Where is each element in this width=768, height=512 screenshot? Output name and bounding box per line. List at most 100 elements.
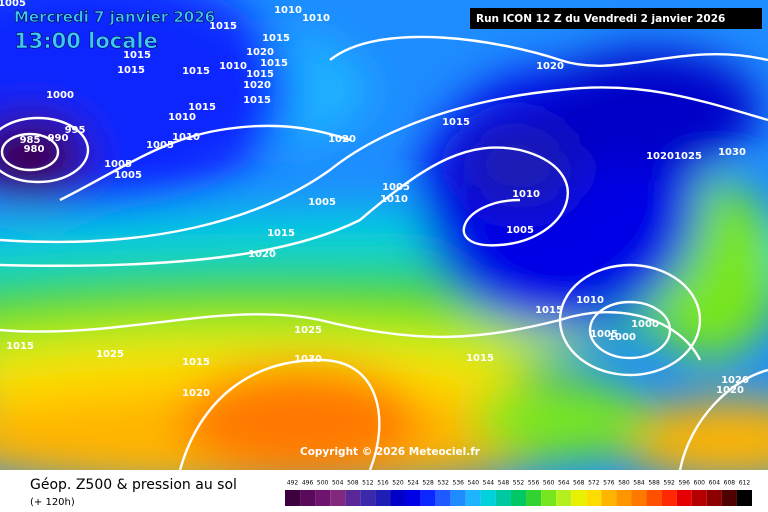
isobars	[0, 35, 768, 470]
scale-label: 604	[709, 480, 721, 487]
isobar	[0, 310, 702, 361]
isobar	[59, 124, 351, 202]
isobar	[588, 300, 672, 360]
isobar-label: 1005	[308, 197, 336, 208]
scale-label: 552	[513, 480, 525, 487]
isobar-label: 1000	[608, 332, 636, 343]
scale-swatch	[556, 490, 572, 506]
scale-swatch	[736, 490, 752, 506]
isobar-label: 1015	[182, 66, 210, 77]
isobar-label: 1005	[0, 0, 26, 9]
isobar-label: 1020	[716, 385, 744, 396]
isobar-label: 1015	[123, 50, 151, 61]
isobar-label: 1015	[262, 33, 290, 44]
isobar	[329, 35, 768, 67]
scale-label: 528	[422, 480, 434, 487]
scale-label: 580	[618, 480, 630, 487]
scale-label: 592	[663, 480, 675, 487]
isobar	[678, 368, 768, 470]
scale-label: 516	[377, 480, 389, 487]
isobar-label: 1005	[382, 182, 410, 193]
scale-swatch	[646, 490, 662, 506]
scale-label: 532	[437, 480, 449, 487]
scale-swatch	[571, 490, 587, 506]
scale-swatch	[480, 490, 496, 506]
scale-label: 584	[633, 480, 645, 487]
isobar-label: 985	[20, 135, 41, 146]
isobar-label: 980	[24, 144, 45, 155]
isobar-label: 1020	[243, 80, 271, 91]
scale-label: 588	[648, 480, 660, 487]
scale-swatch	[706, 490, 722, 506]
isobar-label: 1010	[576, 295, 604, 306]
isobar-label: 1025	[96, 349, 124, 360]
scale-label: 612	[739, 480, 751, 487]
isobar-label: 1025	[294, 325, 322, 336]
legend-subtitle: (+ 120h)	[30, 497, 75, 508]
isobar-label: 1005	[590, 329, 618, 340]
isobar-label: 1015	[246, 69, 274, 80]
isobar-label: 995	[65, 125, 86, 136]
isobar	[0, 116, 90, 184]
isobar-label: 1015	[6, 341, 34, 352]
isobar-label: 1010	[274, 5, 302, 16]
isobar	[0, 86, 768, 244]
isobar-label: 1010	[380, 194, 408, 205]
isobar-label: 990	[48, 133, 69, 144]
scale-swatch	[541, 490, 557, 506]
scale-label: 504	[332, 480, 344, 487]
scale-label: 576	[603, 480, 615, 487]
isobar-label: 1020	[328, 134, 356, 145]
run-box	[470, 8, 762, 29]
isobar-label: 1025	[674, 151, 702, 162]
isobar-label: 1015	[117, 65, 145, 76]
isobar-label: 1010	[172, 132, 200, 143]
scale-swatch	[330, 490, 346, 506]
isobar-label: 1000	[46, 90, 74, 101]
scale-label: 512	[362, 480, 374, 487]
scale-label: 520	[392, 480, 404, 487]
scale-label: 496	[302, 480, 314, 487]
scale-swatch	[661, 490, 677, 506]
isobar	[178, 358, 381, 470]
isobar-label: 1020	[536, 61, 564, 72]
isobar-label: 1015	[182, 357, 210, 368]
scale-swatch	[375, 490, 391, 506]
isobar-label: 1015	[260, 58, 288, 69]
scale-label: 600	[694, 480, 706, 487]
isobar-label: 1005	[114, 170, 142, 181]
isobar-label: 1030	[718, 147, 746, 158]
scale-label: 608	[724, 480, 736, 487]
isobar	[0, 146, 569, 267]
scale-swatch	[285, 490, 301, 506]
isobar	[558, 263, 702, 377]
scale-label: 508	[347, 480, 359, 487]
date: Mercredi 7 janvier 2026	[14, 8, 215, 26]
isobar-label: 1015	[209, 21, 237, 32]
scale-label: 536	[453, 480, 465, 487]
isobar-label: 1005	[104, 159, 132, 170]
scale-swatch	[465, 490, 481, 506]
scale-label: 548	[498, 480, 510, 487]
isobar-label: 1020	[721, 375, 749, 386]
scale-swatch	[510, 490, 527, 506]
scale-swatch	[345, 490, 361, 506]
isobar-label: 1010	[302, 13, 330, 24]
isobar-label: 1020	[182, 388, 210, 399]
copyright: Copyright © 2026 Meteociel.fr	[300, 446, 481, 458]
isobar-label: 1015	[535, 305, 563, 316]
scale-swatch	[300, 490, 316, 506]
scale-label: 596	[678, 480, 690, 487]
isobar-label: 1015	[188, 102, 216, 113]
scale-label: 544	[483, 480, 495, 487]
scale-swatch	[526, 490, 542, 506]
legend-title: Géop. Z500 & pression au sol	[30, 477, 237, 493]
scale-swatch	[616, 490, 632, 506]
isobar-label: 1010	[512, 189, 540, 200]
scale-swatch	[435, 490, 451, 506]
scale-swatch	[601, 490, 617, 506]
